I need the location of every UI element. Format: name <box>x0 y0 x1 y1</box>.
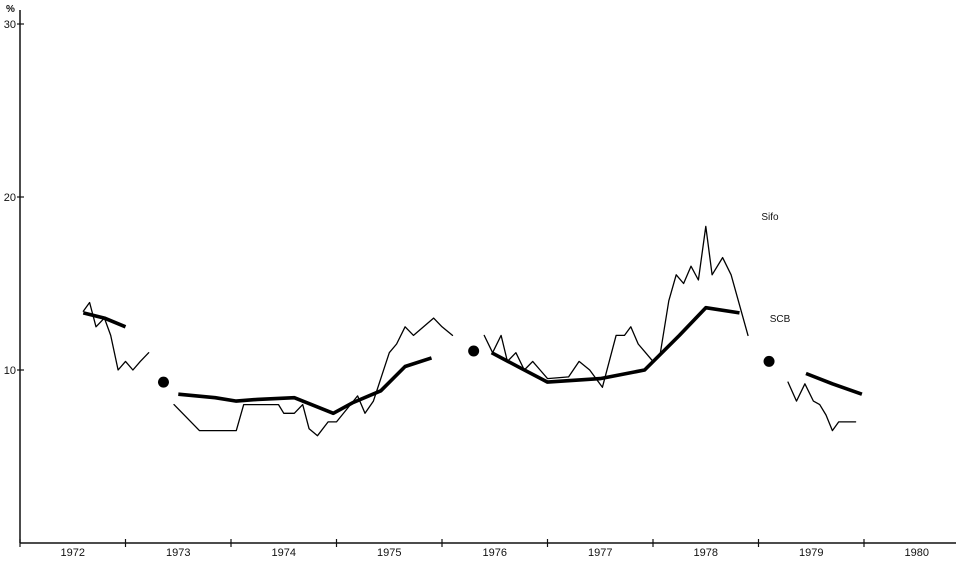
series-scb-segment-2 <box>178 356 433 416</box>
y-ticks: 10 20 30 <box>4 19 24 377</box>
series-sifo <box>82 225 857 437</box>
y-tick-label-10: 10 <box>4 365 16 377</box>
series-scb-segment-3 <box>490 305 740 384</box>
data-point-2 <box>468 345 480 357</box>
x-tick-label-1979: 1979 <box>799 547 823 559</box>
x-tick-label-1975: 1975 <box>377 547 401 559</box>
series-scb-segment-4 <box>805 371 863 396</box>
series-scb-segment-1 <box>82 311 127 329</box>
data-point-3 <box>763 355 775 367</box>
points-layer <box>157 345 775 388</box>
x-tick-label-1972: 1972 <box>61 547 85 559</box>
series-sifo-segment-4 <box>787 381 857 432</box>
series-sifo-segment-2 <box>173 317 454 437</box>
series-label-scb: SCB <box>770 314 791 325</box>
y-tick-label-30: 30 <box>4 19 16 31</box>
data-point-1 <box>157 376 169 388</box>
x-tick-label-1977: 1977 <box>588 547 612 559</box>
x-tick-label-1974: 1974 <box>272 547 296 559</box>
series-label-sifo: Sifo <box>761 212 779 223</box>
series-scb <box>82 305 863 416</box>
x-tick-label-1973: 1973 <box>166 547 190 559</box>
x-ticks: 1972 1973 1974 1975 1976 1977 1978 1979 1980 <box>19 539 929 559</box>
series-sifo-segment-3 <box>483 225 749 388</box>
series-sifo-segment-1 <box>82 301 150 371</box>
series-layer <box>82 225 863 437</box>
y-axis-unit: % <box>6 4 15 15</box>
x-tick-label-1980: 1980 <box>905 547 929 559</box>
y-axis: % 10 20 30 <box>4 4 24 543</box>
x-tick-label-1976: 1976 <box>483 547 507 559</box>
y-tick-label-20: 20 <box>4 192 16 204</box>
x-tick-label-1978: 1978 <box>694 547 718 559</box>
x-axis: 1972 1973 1974 1975 1976 1977 1978 1979 1980 <box>19 539 956 559</box>
